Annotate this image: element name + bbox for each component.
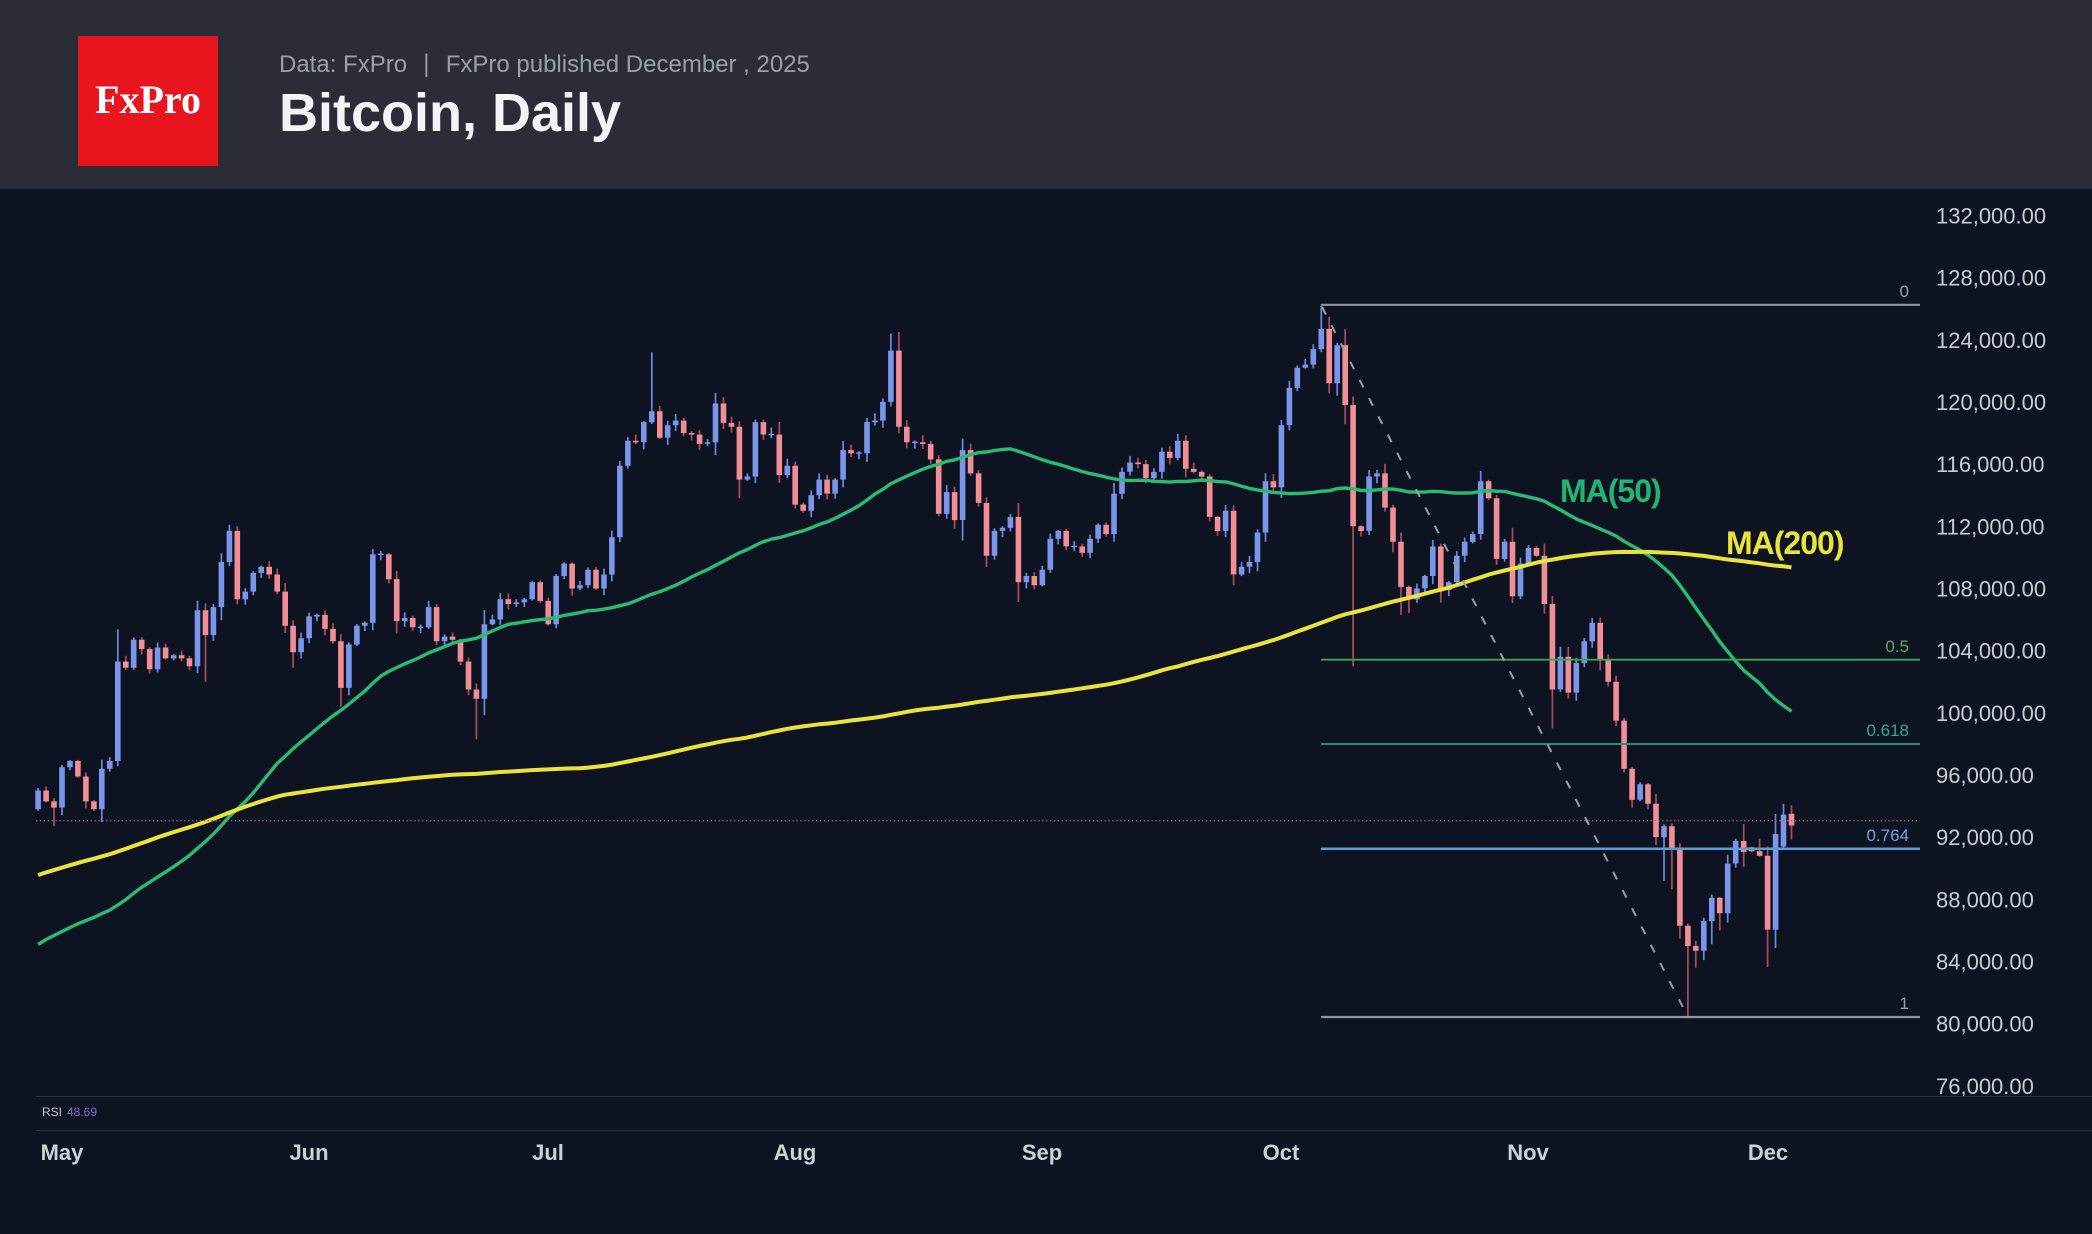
svg-text:0.618: 0.618 [1866,721,1909,740]
svg-text:Aug: Aug [774,1140,817,1165]
svg-text:100,000.00: 100,000.00 [1936,701,2046,726]
svg-text:120,000.00: 120,000.00 [1936,390,2046,415]
svg-text:0.5: 0.5 [1885,637,1909,656]
svg-text:Sep: Sep [1022,1140,1062,1165]
svg-text:92,000.00: 92,000.00 [1936,825,2034,850]
svg-text:Nov: Nov [1507,1140,1549,1165]
svg-text:0.764: 0.764 [1866,826,1909,845]
svg-text:Bitcoin, Daily: Bitcoin, Daily [279,83,621,143]
svg-text:108,000.00: 108,000.00 [1936,577,2046,602]
svg-text:Dec: Dec [1748,1140,1788,1165]
svg-text:Jun: Jun [289,1140,328,1165]
svg-text:128,000.00: 128,000.00 [1936,266,2046,291]
svg-text:Data: FxPro ∣ FxPro publishe: Data: FxPro ∣ FxPro published December ,… [279,51,810,78]
svg-text:RSI: RSI [42,1105,62,1119]
svg-text:1: 1 [1900,994,1909,1013]
svg-text:Jul: Jul [532,1140,564,1165]
svg-text:48.69: 48.69 [67,1105,97,1119]
svg-text:76,000.00: 76,000.00 [1936,1074,2034,1099]
svg-text:MA(200): MA(200) [1726,525,1844,561]
svg-text:104,000.00: 104,000.00 [1936,639,2046,664]
svg-text:Oct: Oct [1263,1140,1300,1165]
svg-text:80,000.00: 80,000.00 [1936,1012,2034,1037]
svg-text:0: 0 [1900,282,1909,301]
svg-text:MA(50): MA(50) [1560,473,1661,509]
svg-text:May: May [41,1140,85,1165]
svg-text:116,000.00: 116,000.00 [1936,452,2044,477]
svg-text:132,000.00: 132,000.00 [1936,203,2046,228]
svg-text:88,000.00: 88,000.00 [1936,887,2034,912]
svg-text:96,000.00: 96,000.00 [1936,763,2034,788]
svg-text:84,000.00: 84,000.00 [1936,950,2034,975]
svg-text:FxPro: FxPro [95,77,201,122]
svg-text:124,000.00: 124,000.00 [1936,328,2046,353]
svg-text:112,000.00: 112,000.00 [1936,514,2044,539]
